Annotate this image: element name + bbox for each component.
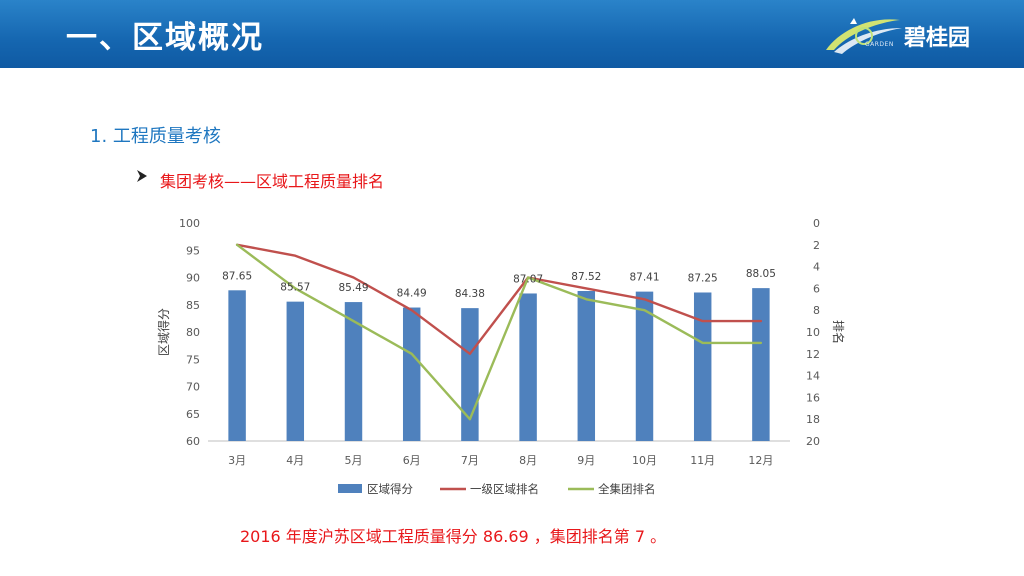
ranking-chart: 100 95 90 85 80 75 70 65 60 0 2 4 6 8 10 12 14 16 18 20 3月 4月…: [156, 217, 846, 496]
bar: [286, 301, 305, 441]
y2-tick-label: 8: [813, 304, 820, 317]
bar: [402, 307, 421, 441]
bar-data-label: 87.25: [688, 272, 718, 284]
y2-tick-label: 18: [806, 413, 820, 426]
bar-data-label: 88.05: [746, 268, 776, 280]
y2-tick-label: 16: [806, 391, 820, 404]
bar-data-label: 87.07: [513, 273, 543, 285]
y2-tick-label: 6: [813, 282, 820, 295]
summary-text: 2016 年度沪苏区域工程质量得分 86.69 ，集团排名第 7 。: [240, 527, 667, 546]
chart-legend: 区域得分 一级区域排名 全集团排名: [338, 482, 656, 496]
bar: [577, 291, 596, 441]
legend-label-group: 全集团排名: [598, 482, 656, 496]
logo-subtext: GARDEN: [865, 41, 894, 48]
x-tick-label: 6月: [403, 454, 421, 467]
y-tick-label: 80: [186, 326, 200, 339]
line-group-rank: [235, 243, 763, 421]
x-tick-label: 7月: [461, 454, 479, 467]
x-tick-label: 4月: [286, 454, 304, 467]
legend-label-bar: 区域得分: [367, 482, 413, 496]
y2-tick-label: 12: [806, 348, 820, 361]
y-tick-label: 85: [186, 299, 200, 312]
y2-tick-label: 10: [806, 326, 820, 339]
bar: [344, 302, 363, 441]
bar: [693, 292, 712, 441]
bar: [635, 291, 654, 441]
chart-axes: 100 95 90 85 80 75 70 65 60 0 2 4 6 8 10 12 14 16 18 20 3月 4月…: [156, 217, 846, 467]
legend-label-region: 一级区域排名: [470, 482, 539, 496]
y2-tick-label: 0: [813, 217, 820, 230]
line-series: [235, 243, 763, 421]
bullet-subtitle: 集团考核——区域工程质量排名: [160, 172, 385, 191]
bar: [752, 288, 770, 441]
x-tick-label: 3月: [228, 454, 246, 467]
y-tick-label: 60: [186, 435, 200, 448]
y2-tick-label: 4: [813, 261, 820, 274]
y-tick-label: 100: [179, 217, 200, 230]
y-tick-label: 70: [186, 381, 200, 394]
bar-data-label: 85.57: [280, 282, 310, 294]
bar-data-label: 87.41: [629, 272, 659, 284]
y-tick-label: 75: [186, 353, 200, 366]
bar: [461, 308, 479, 441]
y2-axis-title: 排名: [831, 320, 846, 344]
y-axis-title: 区域得分: [156, 308, 171, 356]
page-title: 一、区域概况: [66, 20, 264, 56]
x-tick-label: 5月: [345, 454, 363, 467]
y-tick-label: 95: [186, 244, 200, 257]
x-tick-label: 8月: [519, 454, 537, 467]
y-tick-label: 90: [186, 272, 200, 285]
x-tick-label: 10月: [632, 454, 657, 467]
y2-tick-label: 20: [806, 435, 820, 448]
bar-data-label: 84.38: [455, 288, 485, 300]
bar-data-label: 87.65: [222, 270, 252, 282]
bullet-arrow-icon: [137, 170, 147, 182]
bar: [519, 293, 537, 441]
x-tick-label: 11月: [690, 454, 715, 467]
y-tick-label: 65: [186, 408, 200, 421]
y2-tick-label: 2: [813, 239, 820, 252]
x-tick-label: 9月: [577, 454, 595, 467]
bar: [228, 290, 246, 441]
logo-icon: [826, 18, 902, 54]
bar-data-label: 85.49: [338, 282, 368, 294]
data-labels: 87.65 85.57 85.49 84.49 84.38 87.07 87.52 87.41…: [222, 268, 776, 300]
section-title: 1. 工程质量考核: [90, 126, 221, 147]
legend-swatch-bar: [338, 484, 362, 493]
bar-data-label: 87.52: [571, 271, 601, 283]
bar-series: [228, 288, 770, 441]
x-tick-label: 12月: [748, 454, 773, 467]
y2-tick-label: 14: [806, 370, 820, 383]
line-region-rank: [235, 243, 763, 356]
bar-data-label: 84.49: [397, 288, 427, 300]
logo-brand-text: 碧桂园: [904, 25, 971, 51]
